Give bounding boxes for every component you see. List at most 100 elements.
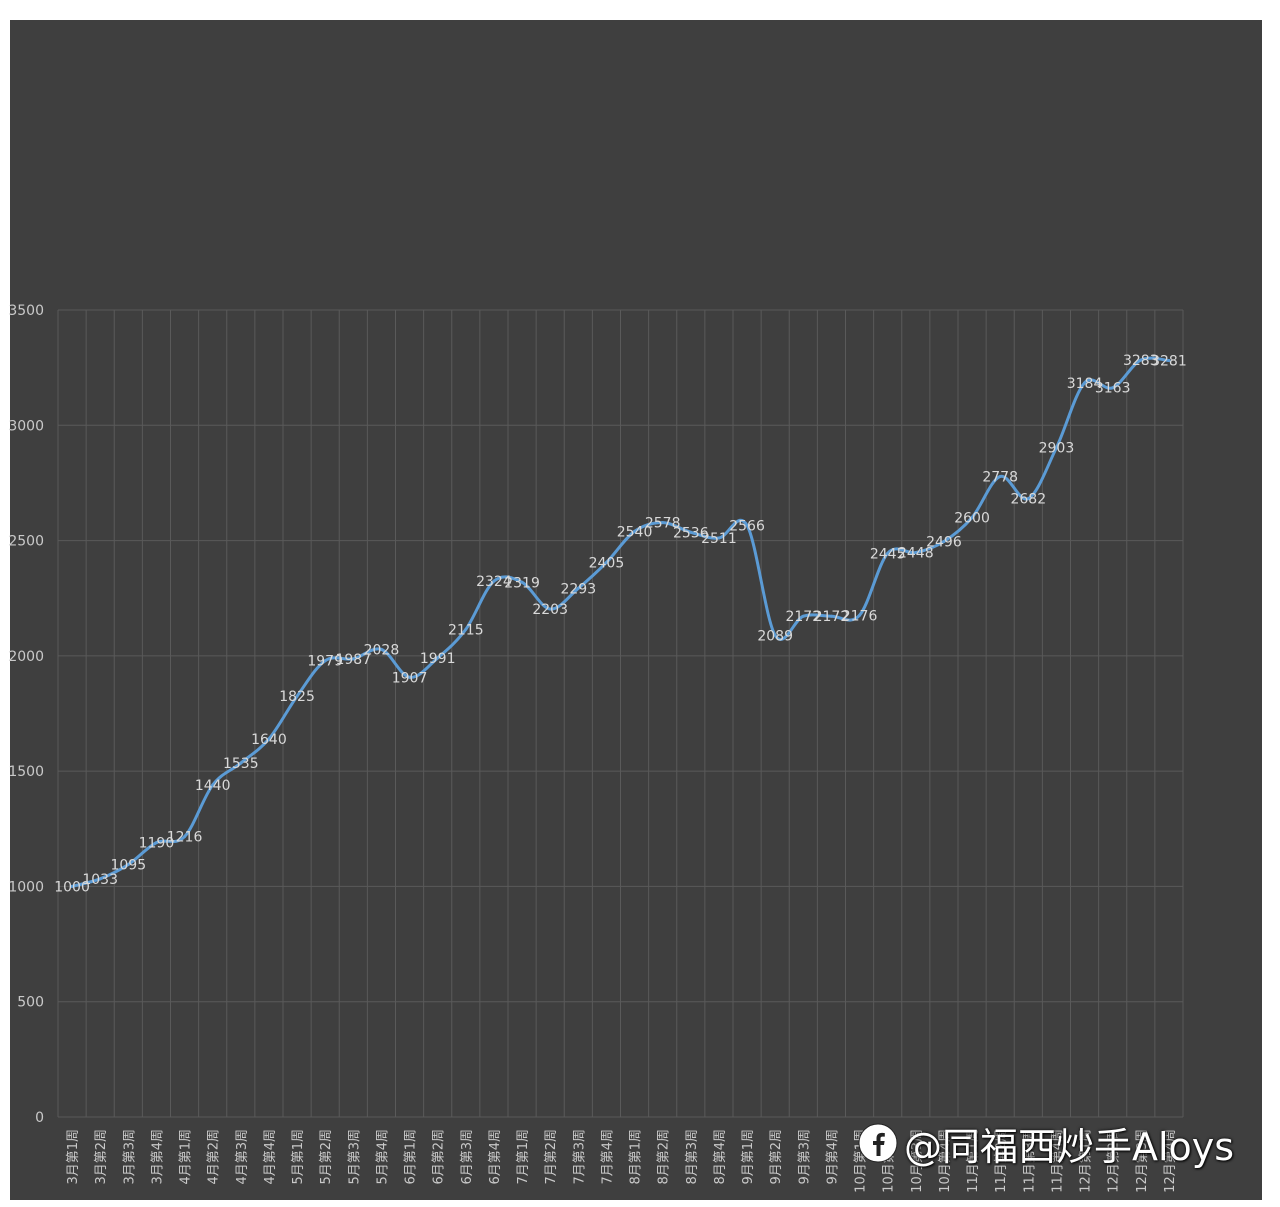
x-tick-label: 4月第4周 (263, 1129, 278, 1185)
x-tick-label: 11月第3周 (1022, 1129, 1037, 1193)
data-point (323, 659, 327, 663)
data-label: 2293 (560, 581, 596, 597)
watermark: @同福西炒手Aloys (858, 1118, 1235, 1169)
data-point (661, 521, 665, 525)
x-tick-label: 12月第4周 (1163, 1129, 1178, 1193)
x-tick-label: 11月第1周 (966, 1129, 981, 1193)
data-point (914, 551, 918, 555)
data-point (689, 530, 693, 534)
data-label: 2324 (476, 574, 512, 590)
data-label: 2445 (870, 546, 906, 562)
x-axis-ticks: 3月第1周 3月第2周 3月第3周 3月第4周 4月第1周 4月第2周 4月第3周 4月第4周… (66, 1129, 1178, 1193)
data-label: 1987 (335, 652, 371, 668)
data-label: 2540 (617, 524, 653, 540)
x-tick-label: 5月第3周 (347, 1129, 362, 1185)
data-point (379, 647, 383, 651)
data-point (576, 586, 580, 590)
x-tick-label: 7月第3周 (572, 1129, 587, 1185)
x-tick-label: 10月第4周 (938, 1129, 953, 1193)
data-label: 1907 (392, 670, 428, 686)
x-tick-label: 10月第3周 (910, 1129, 925, 1193)
data-point (1026, 497, 1030, 501)
x-tick-label: 9月第2周 (769, 1129, 784, 1185)
data-point (464, 627, 468, 631)
data-point (492, 579, 496, 583)
data-point (886, 551, 890, 555)
data-label: 2405 (589, 555, 625, 571)
series-line (70, 356, 1171, 888)
data-label: 2172 (814, 609, 850, 625)
data-label: 2511 (701, 531, 737, 547)
data-label: 2778 (982, 469, 1018, 485)
data-point (98, 877, 102, 881)
data-point (745, 523, 749, 527)
data-point (548, 607, 552, 611)
data-label: 1535 (223, 756, 259, 772)
y-tick-label: 2000 (8, 649, 44, 665)
x-tick-label: 4月第3周 (235, 1129, 250, 1185)
data-point (998, 474, 1002, 478)
y-tick-label: 500 (17, 995, 44, 1011)
y-tick-label: 2500 (8, 534, 44, 550)
data-label: 2903 (1039, 441, 1075, 457)
x-tick-label: 6月第2周 (432, 1129, 447, 1185)
data-label: 1825 (279, 689, 315, 705)
data-label: 2203 (532, 602, 568, 618)
data-label: 2176 (842, 608, 878, 624)
data-point (211, 783, 215, 787)
x-tick-label: 12月第2周 (1107, 1129, 1122, 1193)
data-label: 2089 (757, 628, 793, 644)
data-point (126, 863, 130, 867)
x-tick-label: 6月第1周 (404, 1129, 419, 1185)
watermark-text: @同福西炒手Aloys (904, 1124, 1235, 1169)
data-point (70, 884, 74, 888)
data-point (436, 656, 440, 660)
data-point (970, 516, 974, 520)
grid-lines (57, 309, 1184, 1118)
y-tick-label: 1500 (8, 764, 44, 780)
y-tick-label: 3000 (8, 418, 44, 434)
x-tick-label: 7月第1周 (516, 1129, 531, 1185)
data-point (773, 633, 777, 637)
data-label: 2536 (673, 525, 709, 541)
y-tick-label: 1000 (8, 879, 44, 895)
x-tick-label: 8月第2周 (657, 1129, 672, 1185)
x-tick-label: 11月第4周 (1050, 1129, 1065, 1193)
data-label: 1216 (167, 830, 203, 846)
data-label: 1440 (195, 778, 231, 794)
x-tick-label: 12月第1周 (1079, 1129, 1094, 1193)
x-tick-label: 8月第3周 (685, 1129, 700, 1185)
data-label: 1033 (82, 872, 118, 888)
data-label: 1095 (110, 858, 146, 874)
data-point (1111, 386, 1115, 390)
data-point (267, 737, 271, 741)
data-label: 3184 (1067, 376, 1103, 392)
data-label: 2600 (954, 511, 990, 527)
data-point (351, 657, 355, 661)
data-point (1083, 381, 1087, 385)
data-point (829, 614, 833, 618)
x-tick-label: 3月第2周 (94, 1129, 109, 1185)
data-point (717, 536, 721, 540)
y-tick-label: 3500 (8, 303, 44, 319)
x-tick-label: 5月第1周 (291, 1129, 306, 1185)
x-tick-label: 5月第4周 (375, 1129, 390, 1185)
x-tick-label: 6月第3周 (460, 1129, 475, 1185)
x-tick-label: 9月第4周 (825, 1129, 840, 1185)
data-label: 2028 (364, 642, 400, 658)
y-tick-label: 0 (35, 1110, 44, 1126)
data-point (183, 835, 187, 839)
data-label: 1991 (420, 651, 456, 667)
data-point (604, 560, 608, 564)
x-tick-label: 3月第3周 (122, 1129, 137, 1185)
x-tick-label: 11月第2周 (994, 1129, 1009, 1193)
data-label: 2172 (785, 609, 821, 625)
x-tick-label: 12月第3周 (1135, 1129, 1150, 1193)
data-point (408, 675, 412, 679)
data-label: 1979 (307, 654, 343, 670)
data-label: 2566 (729, 518, 765, 534)
data-point (520, 580, 524, 584)
data-label: 3163 (1095, 381, 1131, 397)
data-label: 1640 (251, 732, 287, 748)
